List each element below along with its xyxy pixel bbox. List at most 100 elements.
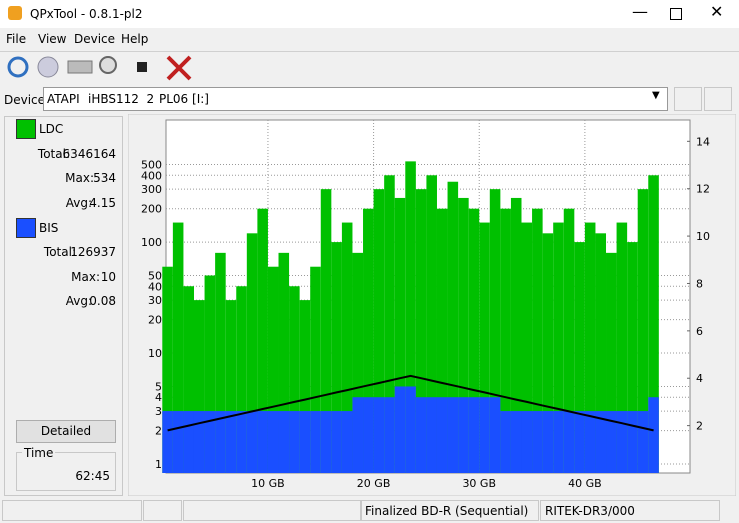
bar	[426, 175, 437, 473]
bar	[246, 233, 258, 473]
bar	[257, 208, 268, 473]
disc-icon[interactable]	[37, 56, 59, 78]
bar	[215, 252, 226, 473]
bar	[436, 208, 448, 473]
bar	[331, 242, 342, 473]
bar	[584, 411, 596, 473]
stat-label: Max:	[65, 171, 94, 185]
bar	[616, 222, 628, 473]
y-tick-label: 100	[141, 236, 162, 249]
bar	[553, 222, 564, 473]
bar	[394, 386, 406, 473]
bar	[225, 411, 237, 473]
device-select[interactable]	[43, 87, 668, 111]
bis-swatch	[16, 218, 36, 238]
bar	[236, 286, 247, 473]
minimize[interactable]: —	[632, 2, 648, 21]
lock-button[interactable]	[704, 87, 732, 111]
stat-value: 534	[93, 171, 116, 185]
bar	[204, 411, 216, 473]
y2-tick-label: 6	[696, 325, 703, 338]
y-tick-label: 3	[155, 405, 162, 418]
stat-label: Avg:	[65, 294, 92, 308]
chart: 1234510203040501002003004005002468101214…	[128, 114, 736, 496]
bar	[574, 242, 585, 473]
bar	[257, 411, 268, 473]
bar	[532, 411, 543, 473]
bar	[363, 397, 374, 473]
y-tick-label: 5	[155, 380, 162, 393]
menu-item[interactable]: Device	[74, 32, 116, 46]
stop-icon[interactable]	[137, 62, 147, 72]
stat-value: 6346164	[62, 147, 116, 161]
drive-icon[interactable]	[67, 60, 93, 74]
bar	[225, 300, 237, 473]
bar	[606, 252, 617, 473]
eject-button[interactable]	[674, 87, 702, 111]
status-cell	[143, 500, 182, 521]
bar	[278, 252, 290, 473]
menu-item[interactable]: Help	[121, 32, 149, 46]
tools-icon[interactable]	[166, 55, 192, 81]
bar	[458, 197, 469, 473]
y-tick-label: 400	[141, 169, 162, 182]
refresh-icon[interactable]	[7, 56, 29, 78]
status-disc: Finalized BD-R (Sequential)	[365, 504, 529, 518]
maximize[interactable]	[670, 8, 682, 20]
bar	[595, 233, 607, 473]
bar	[320, 189, 332, 473]
y-tick-label: 1	[155, 458, 162, 471]
bar	[236, 411, 247, 473]
bar	[341, 222, 353, 473]
time-box	[16, 452, 116, 491]
bar	[627, 242, 638, 473]
bar	[521, 411, 533, 473]
bar	[172, 411, 184, 473]
x-tick-label: 10 GB	[251, 477, 285, 490]
menu-item[interactable]: View	[38, 32, 67, 46]
bar	[510, 411, 522, 473]
separator	[0, 51, 739, 52]
bar	[278, 411, 290, 473]
y-tick-label: 40	[148, 280, 162, 293]
ldc-legend: LDC	[39, 122, 64, 136]
close[interactable]: ✕	[710, 2, 724, 21]
bar	[384, 175, 395, 473]
bar	[426, 397, 437, 473]
bar	[468, 397, 480, 473]
bar	[299, 300, 311, 473]
bar	[468, 208, 480, 473]
status-media: RITEK-DR3/000	[545, 504, 635, 518]
bar	[532, 208, 543, 473]
bar	[627, 411, 638, 473]
menu-item[interactable]: File	[6, 32, 27, 46]
bar	[510, 197, 522, 473]
bar	[363, 208, 374, 473]
y2-tick-label: 12	[696, 183, 710, 196]
bar	[267, 266, 279, 473]
y-tick-label: 500	[141, 159, 162, 172]
y-tick-label: 200	[141, 203, 162, 216]
bar	[267, 411, 279, 473]
bar	[479, 397, 490, 473]
y-tick-label: 50	[148, 270, 162, 283]
scan-icon[interactable]	[99, 56, 117, 74]
bar	[648, 397, 659, 473]
speed-line	[167, 374, 654, 432]
y2-tick-label: 8	[696, 277, 703, 290]
stat-value: 10	[100, 270, 116, 284]
x-tick-label: 20 GB	[357, 477, 391, 490]
detailed-button[interactable]: Detailed	[16, 420, 116, 443]
y-tick-label: 4	[155, 391, 162, 404]
status-cell	[183, 500, 361, 521]
bar	[563, 208, 575, 473]
y2-tick-label: 14	[696, 135, 710, 148]
dropdown-arrow[interactable]: ▼	[652, 90, 660, 101]
status-cell	[361, 500, 539, 521]
bar	[320, 411, 332, 473]
bar	[405, 386, 416, 473]
bar	[447, 397, 459, 473]
x-tick-label: 40 GB	[568, 477, 602, 490]
bar	[447, 181, 459, 473]
bar	[584, 222, 596, 473]
